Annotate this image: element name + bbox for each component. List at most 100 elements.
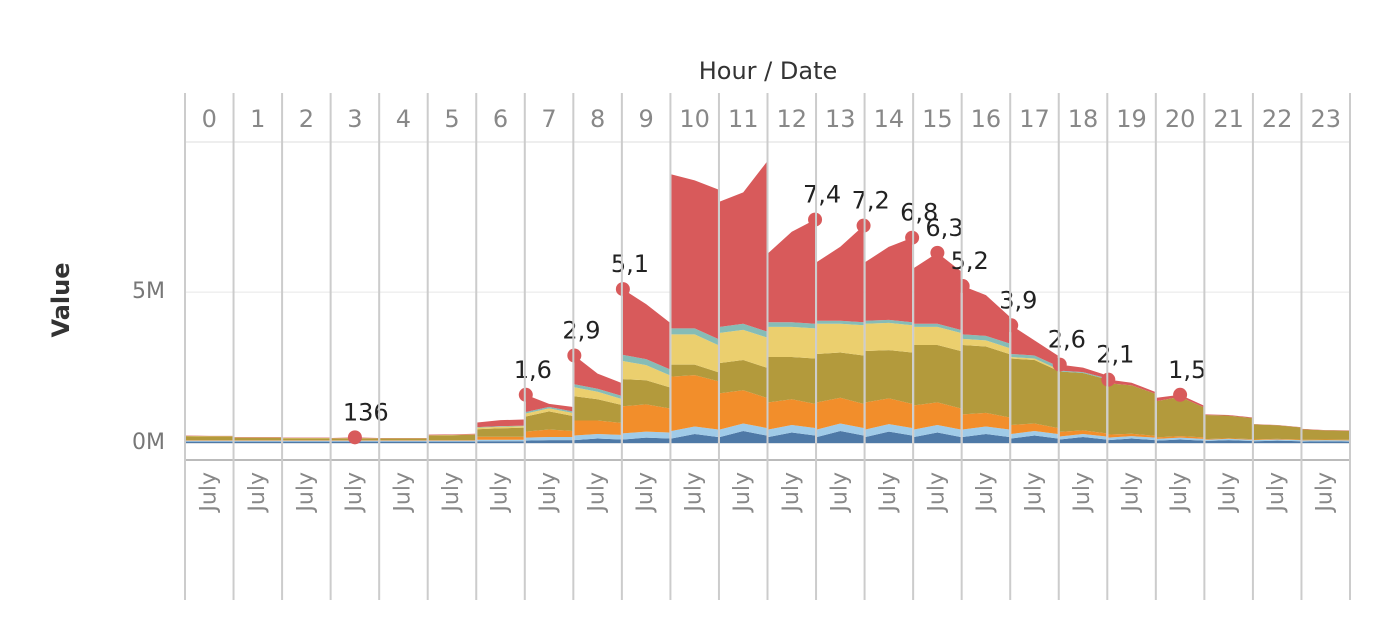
- area-segment: [962, 286, 1010, 344]
- area-segment: [865, 322, 913, 353]
- area-segment: [1302, 429, 1349, 440]
- area-segment: [768, 219, 816, 324]
- area-segment: [914, 432, 961, 444]
- hour-label: 15: [922, 105, 953, 133]
- total-dot: [347, 430, 362, 445]
- area-segment: [817, 323, 864, 356]
- area-segment: [428, 440, 476, 441]
- date-label: July: [1070, 472, 1095, 514]
- area-segment: [622, 360, 670, 388]
- area-segment: [525, 437, 573, 441]
- area-segment: [1253, 438, 1301, 441]
- area-segment: [1253, 424, 1301, 440]
- hour-label: 0: [202, 105, 217, 133]
- area-segment: [865, 431, 913, 444]
- area-segment: [574, 387, 621, 405]
- area-segment: [817, 431, 864, 444]
- area-segment: [622, 354, 670, 376]
- area-segment: [914, 402, 961, 430]
- chart-title: Hour / Date: [699, 57, 838, 85]
- area-segment: [719, 431, 767, 444]
- area-segment: [525, 429, 573, 438]
- area-segment: [865, 319, 913, 326]
- area-segment: [817, 423, 864, 438]
- area-segment: [719, 329, 767, 368]
- area-segment: [622, 404, 670, 434]
- hour-label: 20: [1165, 105, 1196, 133]
- area-segment: [671, 174, 718, 339]
- area-segment: [865, 350, 913, 404]
- data-label: 2,6: [1048, 326, 1086, 354]
- area-segment: [1059, 430, 1107, 437]
- data-label: 3,9: [999, 286, 1037, 314]
- area-segment: [865, 424, 913, 438]
- hour-label: 13: [825, 105, 856, 133]
- area-segment: [914, 252, 961, 330]
- date-label: July: [1216, 472, 1241, 514]
- area-segment: [477, 426, 524, 430]
- area-segment: [234, 441, 282, 444]
- data-label: 1,6: [514, 356, 552, 384]
- area-segment: [1302, 428, 1349, 431]
- area-segment: [428, 433, 476, 436]
- area-segment: [428, 434, 476, 441]
- area-segment: [1253, 440, 1301, 444]
- area-segment: [477, 436, 524, 440]
- data-label: 7,4: [803, 181, 841, 209]
- area-segment: [1011, 325, 1058, 367]
- area-segment: [186, 440, 233, 442]
- area-segment: [574, 396, 621, 423]
- area-segment: [428, 434, 476, 436]
- area-segment: [1108, 438, 1155, 444]
- area-segment: [1302, 440, 1349, 442]
- data-label: 6,3: [925, 214, 963, 242]
- date-label: July: [1167, 472, 1192, 514]
- area-segment: [428, 440, 476, 442]
- hour-label: 16: [971, 105, 1002, 133]
- area-segment: [914, 424, 961, 438]
- area-segment: [962, 338, 1010, 354]
- area-segment: [817, 352, 864, 404]
- area-segment: [283, 440, 330, 441]
- area-segment: [574, 384, 621, 399]
- area-segment: [817, 225, 864, 323]
- area-segment: [671, 375, 718, 432]
- date-label: July: [245, 472, 270, 514]
- area-segment: [1205, 438, 1252, 441]
- area-segment: [428, 441, 476, 444]
- hour-label: 9: [639, 105, 654, 133]
- area-segment: [962, 434, 1010, 444]
- area-segment: [768, 424, 816, 438]
- area-segment: [622, 379, 670, 409]
- area-segment: [525, 394, 573, 412]
- date-label: July: [730, 472, 755, 514]
- total-dot: [1173, 387, 1188, 402]
- area-segment: [1108, 436, 1155, 441]
- area-segment: [525, 411, 573, 432]
- area-segment: [380, 440, 427, 441]
- area-segment: [1059, 434, 1107, 440]
- area-segment: [1011, 357, 1058, 371]
- area-segment: [768, 326, 816, 359]
- date-label: July: [293, 472, 318, 514]
- hour-label: 12: [776, 105, 807, 133]
- area-segment: [962, 412, 1010, 430]
- area-segment: [622, 431, 670, 440]
- area-segment: [914, 323, 961, 333]
- area-segment: [1205, 440, 1252, 444]
- y-axis-label: Value: [47, 262, 75, 337]
- area-segment: [186, 435, 233, 437]
- area-segment: [283, 441, 330, 444]
- date-label: July: [633, 472, 658, 514]
- hour-label: 5: [444, 105, 459, 133]
- date-label: July: [682, 472, 707, 514]
- area-segment: [574, 355, 621, 396]
- area-segment: [671, 434, 718, 444]
- date-label: July: [779, 472, 804, 514]
- date-label: July: [342, 472, 367, 514]
- date-label: July: [924, 472, 949, 514]
- area-segment: [671, 328, 718, 345]
- area-segment: [1059, 364, 1107, 379]
- area-segment: [1108, 433, 1155, 438]
- area-segment: [622, 289, 670, 370]
